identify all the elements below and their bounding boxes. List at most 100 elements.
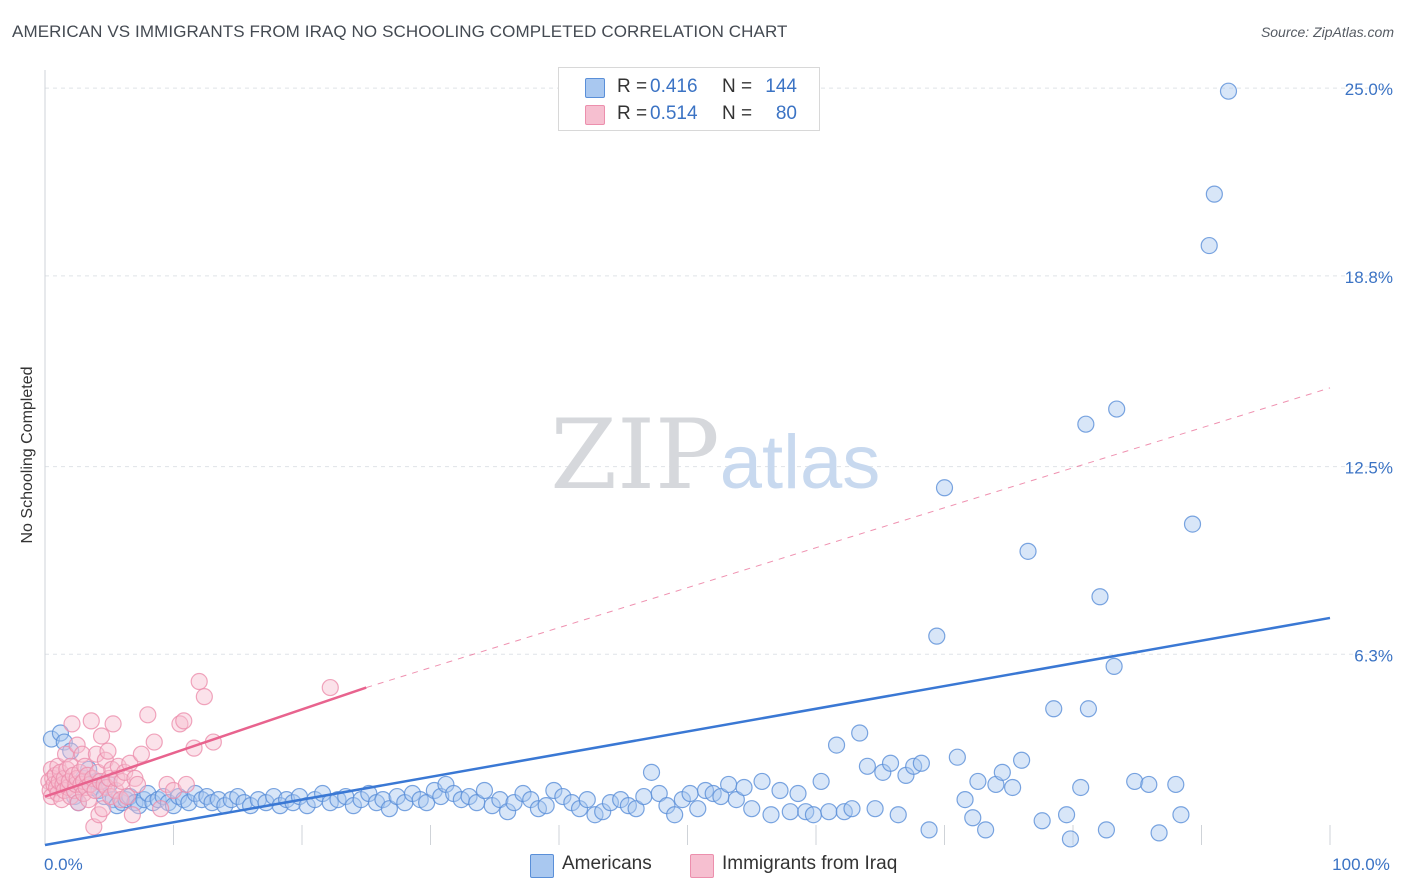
- iraq-trendline-extension: [366, 387, 1331, 689]
- american-point: [193, 790, 211, 809]
- american-point: [635, 787, 653, 806]
- r-label: R =: [617, 103, 648, 124]
- iraq-point: [158, 775, 176, 794]
- american-point: [491, 790, 509, 809]
- iraq-point: [94, 800, 112, 818]
- american-point: [1091, 588, 1109, 606]
- american-point: [1019, 542, 1037, 560]
- american-point: [554, 787, 572, 806]
- american-point: [1097, 821, 1116, 839]
- iraq-swatch: [585, 105, 605, 125]
- iraq-point: [145, 733, 163, 751]
- legend-label-americans: Americans: [562, 853, 652, 874]
- legend-swatch-iraq: [690, 854, 714, 878]
- american-point: [1108, 400, 1126, 418]
- american-point: [1219, 82, 1238, 100]
- iraq-point: [123, 806, 141, 824]
- american-point: [735, 778, 753, 797]
- american-point: [51, 724, 70, 742]
- n-label: N =: [722, 76, 753, 97]
- legend-swatch-americans: [530, 854, 554, 878]
- american-point: [505, 794, 523, 812]
- iraq-point: [69, 794, 88, 812]
- iraq-point: [190, 672, 208, 691]
- american-point: [689, 800, 707, 818]
- american-point: [1140, 775, 1158, 794]
- r-label: R =: [617, 76, 648, 97]
- american-point: [920, 821, 938, 839]
- n-label: N =: [722, 103, 753, 124]
- american-point: [1183, 515, 1202, 533]
- american-point: [743, 800, 761, 818]
- americans-swatch: [585, 78, 605, 98]
- american-point: [545, 781, 563, 800]
- american-point: [601, 794, 620, 812]
- source-credit: Source: ZipAtlas.com: [1260, 24, 1394, 40]
- iraq-point: [99, 742, 117, 760]
- y-axis-label: No Schooling Completed: [19, 366, 36, 544]
- american-point: [1077, 415, 1095, 433]
- american-point: [1200, 236, 1218, 255]
- american-point: [537, 797, 555, 815]
- american-point: [935, 479, 954, 497]
- american-point: [1061, 830, 1080, 848]
- american-point: [993, 763, 1011, 781]
- american-point: [977, 821, 995, 839]
- tick-label-layer: 6.3% 12.5% 18.8% 25.0% 0.0% 100.0%: [44, 80, 1393, 874]
- legend-label-iraq: Immigrants from Iraq: [722, 853, 898, 874]
- x-tick-label: 0.0%: [44, 855, 83, 874]
- american-point: [762, 806, 780, 824]
- american-point: [1150, 824, 1168, 842]
- american-point: [1079, 700, 1098, 718]
- stats-row-americans: R = 0.416 N = 144: [559, 74, 819, 100]
- american-point: [1167, 775, 1185, 794]
- y-tick-label: 25.0%: [1345, 80, 1393, 99]
- american-point: [380, 800, 398, 818]
- american-point: [858, 757, 877, 775]
- american-point: [827, 736, 846, 754]
- iraq-point: [63, 715, 81, 733]
- american-point: [666, 806, 684, 824]
- american-point: [843, 800, 861, 818]
- iraq-point: [321, 678, 339, 697]
- american-point: [1057, 806, 1076, 824]
- american-point: [727, 790, 745, 809]
- x-tick-label: 100.0%: [1332, 855, 1390, 874]
- iraq-point: [118, 787, 136, 806]
- grid-layer: [45, 87, 1390, 655]
- american-point: [499, 803, 517, 821]
- y-tick-label: 18.8%: [1345, 268, 1393, 287]
- r-value: 0.416: [650, 76, 698, 97]
- american-point: [209, 790, 228, 809]
- american-point: [1126, 772, 1144, 791]
- american-point: [475, 781, 494, 800]
- american-point: [42, 730, 61, 748]
- stats-row-iraq: R = 0.514 N = 80: [559, 101, 819, 127]
- american-point: [912, 754, 930, 772]
- iraq-point: [128, 775, 147, 794]
- iraq-point: [132, 745, 150, 763]
- american-point: [578, 790, 596, 809]
- american-point: [627, 800, 645, 818]
- american-point: [681, 784, 699, 803]
- points-layer: [40, 82, 1238, 848]
- iraq-point: [139, 706, 157, 724]
- american-point: [964, 809, 982, 827]
- american-point: [1045, 700, 1063, 718]
- r-value: 0.514: [650, 103, 698, 124]
- legend: Americans Immigrants from Iraq: [0, 852, 1406, 878]
- american-point: [1033, 812, 1051, 830]
- iraq-point: [68, 736, 86, 754]
- n-value: 80: [775, 103, 797, 124]
- american-point: [650, 784, 668, 803]
- american-point: [374, 790, 392, 809]
- american-point: [418, 794, 436, 812]
- axis-layer: [44, 70, 1331, 845]
- american-point: [812, 772, 830, 791]
- iraq-point: [175, 712, 193, 730]
- american-point: [948, 748, 966, 766]
- iraq-point: [82, 712, 100, 730]
- american-point: [969, 772, 987, 791]
- american-point: [804, 806, 823, 824]
